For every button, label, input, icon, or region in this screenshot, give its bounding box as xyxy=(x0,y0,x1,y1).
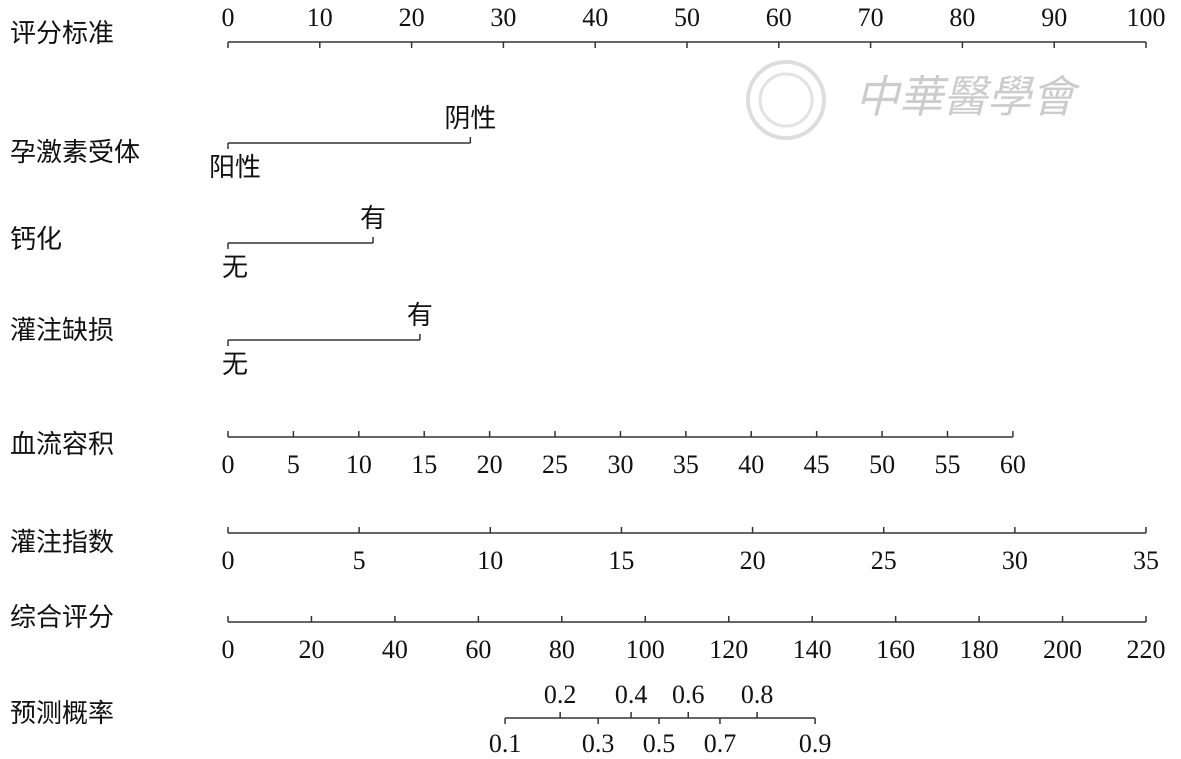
level-label: 无 xyxy=(222,350,248,379)
tick-label: 200 xyxy=(1043,635,1082,664)
tick-label: 0.9 xyxy=(799,729,832,758)
watermark-logo xyxy=(746,60,826,140)
tick-label: 35 xyxy=(673,450,699,479)
level-label: 阴性 xyxy=(444,104,496,133)
tick-label: 100 xyxy=(1127,3,1166,32)
tick-label: 15 xyxy=(411,450,437,479)
row-label: 综合评分 xyxy=(10,603,114,632)
row-label: 灌注缺损 xyxy=(10,316,114,345)
tick-label: 20 xyxy=(740,546,766,575)
tick-label: 0 xyxy=(222,546,235,575)
tick-label: 15 xyxy=(608,546,634,575)
row-label: 孕激素受体 xyxy=(10,138,140,167)
tick-label: 0.1 xyxy=(489,729,522,758)
tick-label: 0.5 xyxy=(643,729,676,758)
tick-label: 60 xyxy=(766,3,792,32)
tick-label: 55 xyxy=(934,450,960,479)
tick-label: 0.2 xyxy=(544,680,577,709)
row-label: 血流容积 xyxy=(10,430,114,459)
tick-label: 60 xyxy=(1000,450,1026,479)
tick-label: 10 xyxy=(477,546,503,575)
tick-label: 60 xyxy=(465,635,491,664)
tick-label: 40 xyxy=(382,635,408,664)
row-label: 评分标准 xyxy=(10,19,114,48)
tick-label: 30 xyxy=(1002,546,1028,575)
tick-label: 20 xyxy=(298,635,324,664)
tick-label: 80 xyxy=(549,635,575,664)
tick-label: 10 xyxy=(307,3,333,32)
tick-label: 20 xyxy=(477,450,503,479)
level-label: 有 xyxy=(360,204,386,233)
row-label: 钙化 xyxy=(10,225,62,254)
tick-label: 25 xyxy=(871,546,897,575)
tick-label: 30 xyxy=(490,3,516,32)
tick-label: 70 xyxy=(858,3,884,32)
tick-label: 45 xyxy=(804,450,830,479)
tick-label: 90 xyxy=(1041,3,1067,32)
tick-label: 40 xyxy=(738,450,764,479)
tick-label: 0 xyxy=(222,450,235,479)
tick-label: 35 xyxy=(1133,546,1159,575)
tick-label: 0 xyxy=(222,3,235,32)
tick-label: 0.3 xyxy=(582,729,615,758)
tick-label: 30 xyxy=(607,450,633,479)
tick-label: 180 xyxy=(960,635,999,664)
tick-label: 50 xyxy=(674,3,700,32)
tick-label: 120 xyxy=(709,635,748,664)
tick-label: 0.6 xyxy=(672,680,705,709)
tick-label: 40 xyxy=(582,3,608,32)
tick-label: 80 xyxy=(949,3,975,32)
level-label: 阳性 xyxy=(209,153,261,182)
tick-label: 0 xyxy=(222,635,235,664)
tick-label: 0.7 xyxy=(704,729,737,758)
tick-label: 20 xyxy=(399,3,425,32)
tick-label: 0.8 xyxy=(741,680,774,709)
tick-label: 140 xyxy=(793,635,832,664)
tick-label: 100 xyxy=(626,635,665,664)
level-label: 无 xyxy=(222,253,248,282)
tick-label: 5 xyxy=(353,546,366,575)
row-label: 灌注指数 xyxy=(10,528,114,557)
tick-label: 160 xyxy=(876,635,915,664)
tick-label: 10 xyxy=(346,450,372,479)
row-label: 预测概率 xyxy=(10,699,114,728)
tick-label: 25 xyxy=(542,450,568,479)
watermark: 中華醫學會 xyxy=(855,73,1081,122)
level-label: 有 xyxy=(407,301,433,330)
tick-label: 0.4 xyxy=(615,680,648,709)
tick-label: 5 xyxy=(287,450,300,479)
tick-label: 50 xyxy=(869,450,895,479)
tick-label: 220 xyxy=(1127,635,1166,664)
